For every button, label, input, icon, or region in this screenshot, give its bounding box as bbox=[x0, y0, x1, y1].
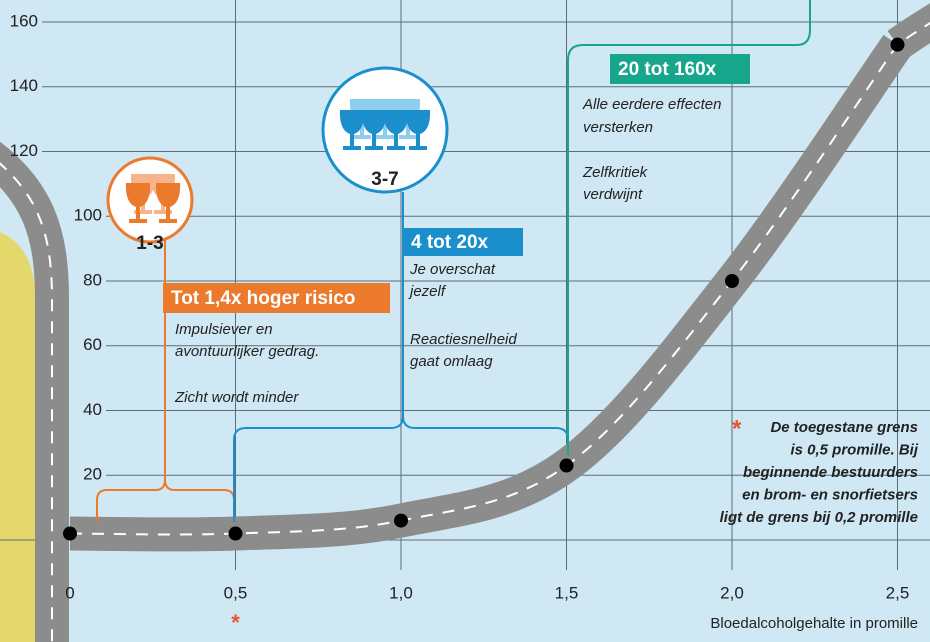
x-tick-label: 0 bbox=[65, 583, 74, 602]
x-tick-label: 2,0 bbox=[720, 583, 744, 602]
roadside bbox=[0, 232, 36, 642]
badge: 3-7 bbox=[371, 169, 398, 190]
annotation-text: Zicht wordt minder bbox=[174, 389, 299, 406]
data-point bbox=[725, 274, 739, 288]
data-point bbox=[63, 527, 77, 541]
y-tick-label: 100 bbox=[74, 206, 102, 225]
limit-marker: * bbox=[231, 610, 240, 635]
annotation-text: Zelfkritiek bbox=[582, 164, 649, 181]
y-tick-label: 20 bbox=[83, 465, 102, 484]
annotation-text: avontuurlijker gedrag. bbox=[175, 343, 319, 360]
y-tick-label: 160 bbox=[10, 11, 38, 30]
annotation-text: Alle eerdere effecten bbox=[582, 96, 721, 113]
data-point bbox=[394, 514, 408, 528]
badge: 1-3 bbox=[136, 233, 163, 254]
annotation-text: verdwijnt bbox=[583, 186, 643, 203]
annotation-text: Je overschat bbox=[409, 261, 496, 278]
y-tick-label: 40 bbox=[83, 400, 102, 419]
y-tick-label: 140 bbox=[10, 76, 38, 95]
annotation-text: Impulsiever en bbox=[175, 321, 273, 338]
y-tick-label: 120 bbox=[10, 141, 38, 160]
annotation-text: gaat omlaag bbox=[410, 353, 493, 370]
data-point bbox=[891, 38, 905, 52]
note-text: beginnende bestuurders bbox=[743, 464, 918, 481]
x-axis-label: Bloedalcoholgehalte in promille bbox=[710, 615, 918, 632]
y-tick-label: 80 bbox=[83, 270, 102, 289]
heading: Tot 1,4x hoger risico bbox=[171, 288, 355, 309]
x-tick-label: 2,5 bbox=[886, 583, 910, 602]
y-tick-label: 60 bbox=[83, 335, 102, 354]
x-tick-label: 1,0 bbox=[389, 583, 413, 602]
x-tick-label: 1,5 bbox=[555, 583, 579, 602]
annotation-text: jezelf bbox=[408, 283, 447, 300]
data-point bbox=[229, 527, 243, 541]
note-text: ligt de grens bij 0,2 promille bbox=[720, 509, 918, 526]
data-point bbox=[560, 459, 574, 473]
heading: 20 tot 160x bbox=[618, 59, 717, 80]
x-tick-label: 0,5 bbox=[224, 583, 248, 602]
note-text: is 0,5 promille. Bij bbox=[790, 441, 918, 458]
annotation-text: Reactiesnelheid bbox=[410, 331, 517, 348]
chart: 20 40 60 80 100 120 140 160 0 0,5 1,0 1,5 2,0 2,5 Bloe… bbox=[0, 0, 930, 642]
heading: 4 tot 20x bbox=[411, 232, 489, 253]
grid bbox=[0, 0, 930, 570]
annotation-text: versterken bbox=[583, 119, 653, 136]
note-marker: * bbox=[732, 415, 742, 442]
road bbox=[63, 14, 930, 541]
icon-orange bbox=[108, 158, 192, 242]
note-text: De toegestane grens bbox=[770, 419, 918, 436]
note-text: en brom- en snorfietsers bbox=[742, 486, 918, 503]
